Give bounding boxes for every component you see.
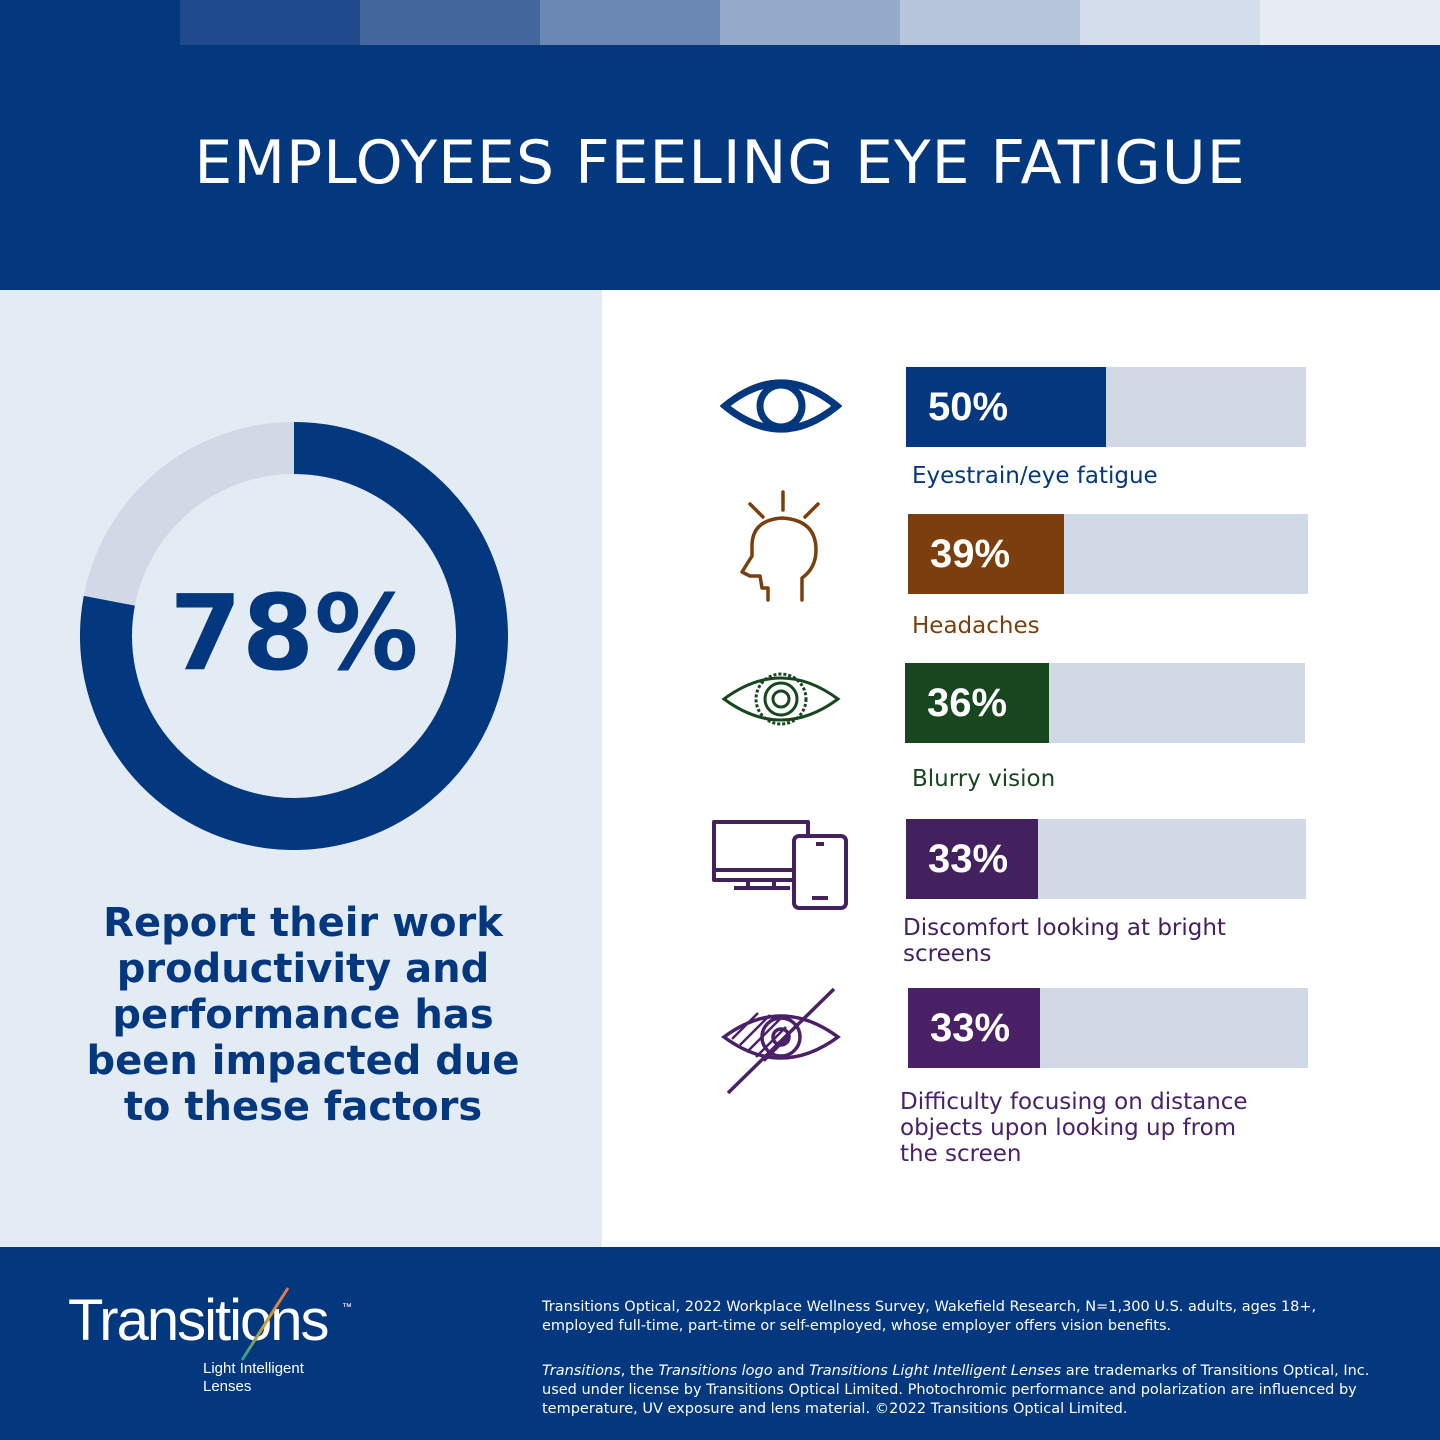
bar-value-bright-screens: 33% [928,837,1009,881]
donut-arc-value [80,422,508,850]
donut-chart [80,422,508,850]
logo-swoosh-icon [240,1287,290,1361]
stripe-swatch [540,0,720,45]
bar-value-eyestrain: 50% [928,385,1009,429]
stripe-swatch [720,0,900,45]
logo-tagline: Light Intelligent Lenses [203,1360,304,1395]
header-banner [0,0,1440,290]
stripe-swatch [1080,0,1260,45]
stripe-swatch [1260,0,1440,45]
bar-eyestrain [906,367,1106,447]
bar-bright-screens [906,819,1038,899]
transitions-logo: Transitions [68,1288,330,1353]
bar-blurry [905,663,1049,743]
monitor-phone-icon [712,820,848,910]
bar-value-headaches: 39% [930,532,1011,576]
bar-value-distance-focus: 33% [930,1006,1011,1050]
bar-distance-focus [908,988,1040,1068]
stripe-swatch [180,0,360,45]
legal-text: are trademarks of Transitions Optical, I… [542,1363,1370,1417]
bar-headaches [908,514,1064,594]
bar-label-distance-focus: Difficulty focusing on distance objects … [900,1089,1248,1167]
summary-caption: Report their work productivity and perfo… [86,900,520,1130]
bar-track-blurry: 36% [905,663,1305,743]
footer [0,1247,1440,1440]
bar-label-bright-screens: Discomfort looking at bright screens [903,915,1226,967]
bar-label-eyestrain: Eyestrain/eye fatigue [912,463,1158,489]
color-stripe [0,0,1440,45]
legal-note: Transitions, the Transitions logo and Tr… [542,1362,1382,1419]
eye-icon [720,379,842,433]
bar-track-eyestrain: 50% [906,367,1306,447]
bar-track-headaches: 39% [908,514,1308,594]
page-title: EMPLOYEES FEELING EYE FATIGUE [194,128,1246,198]
legal-text-italic: Transitions Light Intelligent Lenses [809,1363,1062,1379]
stripe-swatch [0,0,180,45]
donut-value-label: 78% [169,572,419,694]
eye-slash-icon [721,987,841,1095]
legal-text: and [772,1363,810,1379]
headache-head-icon [740,490,820,602]
bar-value-blurry: 36% [927,681,1008,725]
bar-label-headaches: Headaches [912,613,1040,639]
bar-track-bright-screens: 33% [906,819,1306,899]
blurry-eye-icon [721,672,841,726]
source-note: Transitions Optical, 2022 Workplace Well… [542,1299,1317,1334]
legal-text: , the [620,1363,659,1379]
legal-text-italic: Transitions logo [658,1363,773,1379]
logo-trademark: ™ [342,1302,352,1313]
bar-track-distance-focus: 33% [908,988,1308,1068]
bar-label-blurry: Blurry vision [912,766,1056,792]
legal-text-italic: Transitions [542,1363,621,1379]
stripe-swatch [900,0,1080,45]
stripe-swatch [360,0,540,45]
